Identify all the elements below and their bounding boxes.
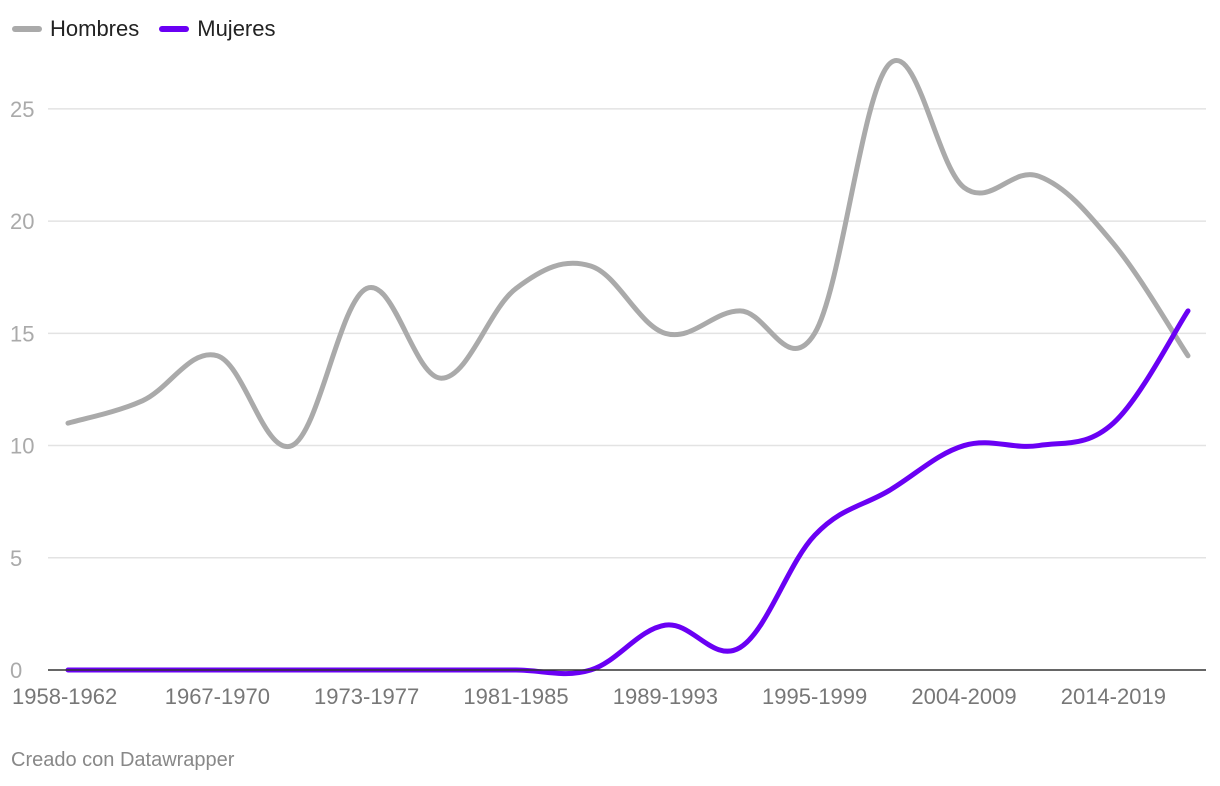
x-tick-label: 2014-2019 (1061, 684, 1166, 709)
data-point-hombres (961, 184, 967, 190)
data-point-hombres (513, 285, 519, 291)
x-tick-label: 1989-1993 (613, 684, 718, 709)
data-point-mujeres (737, 645, 743, 651)
series-line-mujeres (65, 308, 1191, 677)
data-point-hombres (737, 308, 743, 314)
data-point-hombres (1110, 241, 1116, 247)
y-tick-label-25: 25 (10, 97, 34, 122)
data-point-mujeres (886, 487, 892, 493)
x-tick-label: 2004-2009 (911, 684, 1016, 709)
data-point-mujeres (1110, 420, 1116, 426)
legend: Hombres Mujeres (12, 16, 276, 42)
data-point-hombres (588, 263, 594, 269)
y-tick-label-5: 5 (10, 546, 22, 571)
legend-label-hombres: Hombres (50, 16, 140, 41)
legend-item-mujeres: Mujeres (159, 16, 276, 42)
data-point-hombres (1185, 353, 1191, 359)
data-point-hombres (289, 443, 295, 449)
data-point-mujeres (662, 622, 668, 628)
y-tick-label-20: 20 (10, 209, 34, 234)
data-point-mujeres (1185, 308, 1191, 314)
data-point-mujeres (961, 443, 967, 449)
legend-swatch-mujeres (159, 26, 190, 32)
legend-label-mujeres: Mujeres (197, 16, 276, 41)
data-point-hombres (812, 330, 818, 336)
legend-swatch-hombres (12, 26, 42, 32)
data-point-mujeres (812, 532, 818, 538)
data-point-hombres (214, 353, 220, 359)
x-tick-label: 1995-1999 (762, 684, 867, 709)
x-tick-label: 1981-1985 (463, 684, 568, 709)
footer-credit: Creado con Datawrapper (11, 749, 235, 771)
y-tick-label-15: 15 (10, 321, 34, 346)
legend-item-hombres: Hombres (12, 16, 139, 42)
x-tick-label: 1973-1977 (314, 684, 419, 709)
x-tick-label: 1958-1962 (12, 684, 117, 709)
y-tick-label-0: 0 (10, 658, 22, 683)
y-tick-label-10: 10 (10, 434, 34, 459)
data-point-hombres (1036, 173, 1042, 179)
data-point-hombres (438, 375, 444, 381)
data-point-mujeres (1036, 443, 1042, 449)
data-point-hombres (662, 330, 668, 336)
data-point-hombres (364, 285, 370, 291)
x-tick-label: 1967-1970 (165, 684, 270, 709)
data-point-hombres (886, 61, 892, 67)
data-point-hombres (140, 398, 146, 404)
data-point-hombres (65, 420, 71, 426)
series-line-hombres (65, 58, 1191, 450)
